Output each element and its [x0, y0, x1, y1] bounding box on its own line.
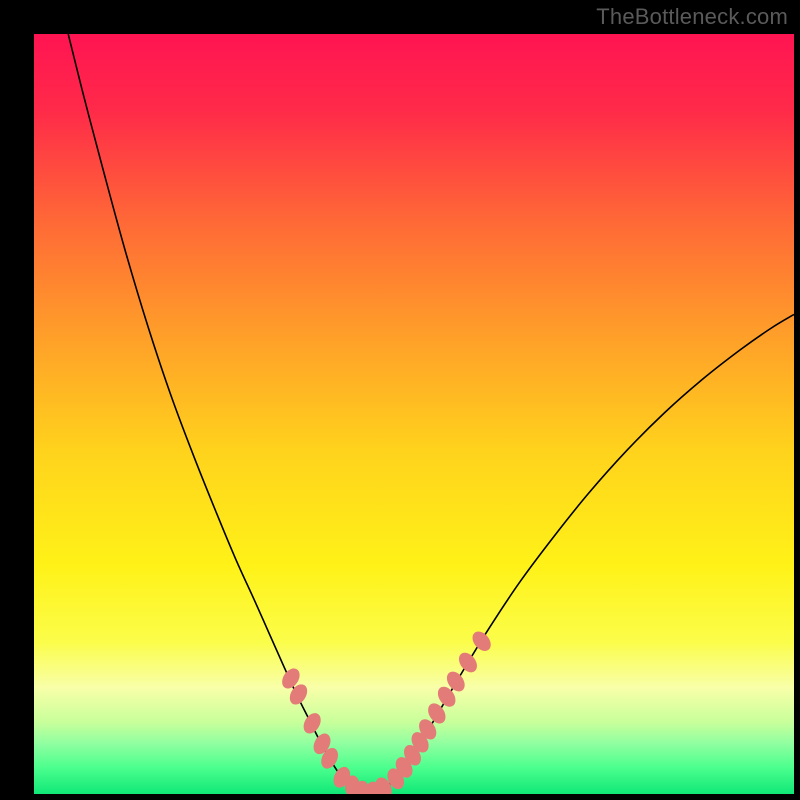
watermark-text: TheBottleneck.com: [596, 4, 788, 30]
chart-background-gradient: [34, 34, 794, 794]
bottleneck-chart: [0, 0, 800, 800]
